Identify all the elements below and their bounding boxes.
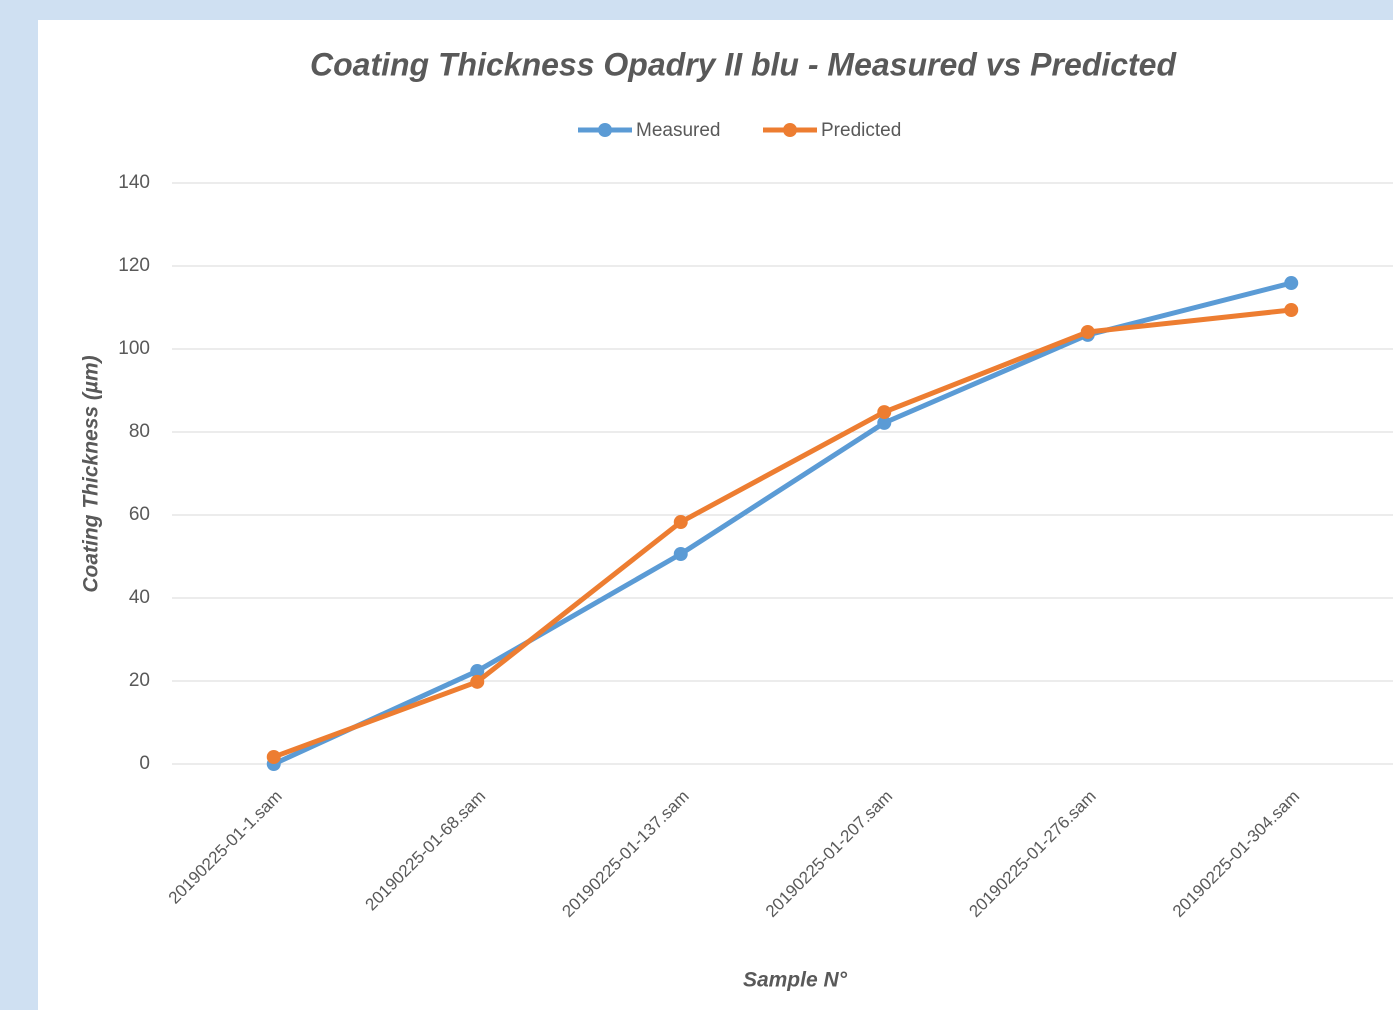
legend-marker [783, 123, 797, 137]
y-tick-label: 40 [129, 587, 150, 608]
chart-title: Coating Thickness Opadry II blu - Measur… [310, 46, 1177, 82]
y-tick-label: 20 [129, 670, 150, 691]
data-point [1080, 324, 1095, 339]
data-point [877, 405, 892, 420]
data-point [470, 674, 485, 689]
legend-label: Measured [636, 120, 721, 141]
data-point [1284, 276, 1299, 291]
data-point [1284, 302, 1299, 317]
y-tick-label: 140 [118, 172, 150, 193]
legend-marker [598, 123, 612, 137]
data-point [673, 547, 688, 562]
y-axis-label: Coating Thickness (µm) [80, 355, 103, 592]
data-point [470, 664, 485, 679]
data-point [673, 515, 688, 530]
data-point [266, 749, 281, 764]
y-tick-label: 100 [118, 338, 150, 359]
y-tick-label: 80 [129, 421, 150, 442]
y-tick-label: 0 [139, 753, 150, 774]
y-tick-label: 60 [129, 504, 150, 525]
x-axis-label: Sample N° [743, 969, 848, 992]
y-tick-label: 120 [118, 255, 150, 276]
series-line [272, 307, 1292, 760]
legend-label: Predicted [821, 120, 901, 141]
data-point [877, 415, 892, 430]
